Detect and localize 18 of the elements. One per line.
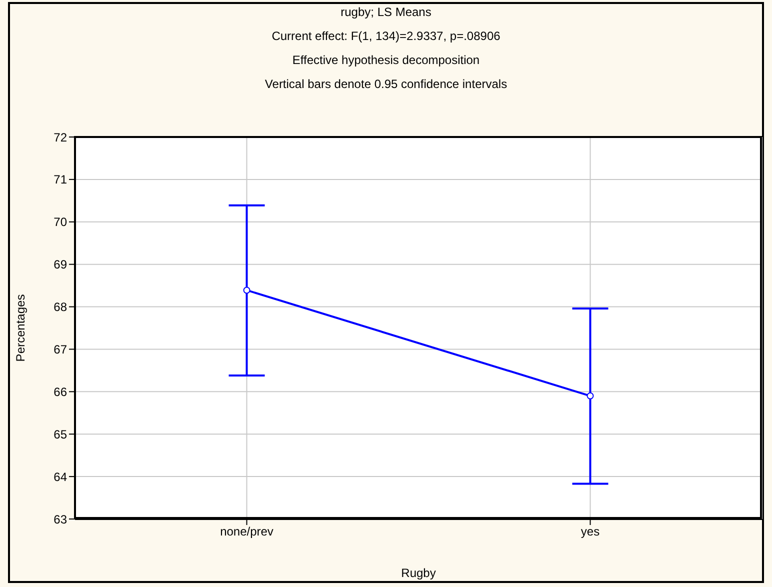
x-tick-label: yes bbox=[580, 524, 600, 539]
y-tick-label: 70 bbox=[54, 215, 68, 230]
text: Effective hypothesis decomposition bbox=[291, 53, 481, 67]
y-tick-label: 68 bbox=[54, 300, 68, 314]
y-tick-label: 64 bbox=[54, 470, 68, 484]
y-tick-label: 63 bbox=[54, 512, 68, 526]
y-tick-label: 67 bbox=[54, 342, 68, 356]
x-axis-title: Rugby bbox=[401, 566, 436, 580]
chart-subtitle: Current effect: F(1, 134)=2.9337, p=.08906 bbox=[270, 29, 502, 43]
y-axis-title: Percentages bbox=[13, 294, 28, 362]
y-tick-label: 69 bbox=[54, 258, 68, 272]
y-tick-label: 71 bbox=[54, 172, 68, 187]
y-tick-label: 72 bbox=[54, 130, 68, 144]
text: Vertical bars denote 0.95 confidence intervals bbox=[264, 77, 508, 91]
x-tick-label: none/prev bbox=[220, 524, 274, 539]
chart-title: rugby; LS Means bbox=[340, 5, 432, 19]
y-tick-label: 66 bbox=[54, 384, 68, 399]
y-tick-label: 65 bbox=[54, 427, 68, 442]
